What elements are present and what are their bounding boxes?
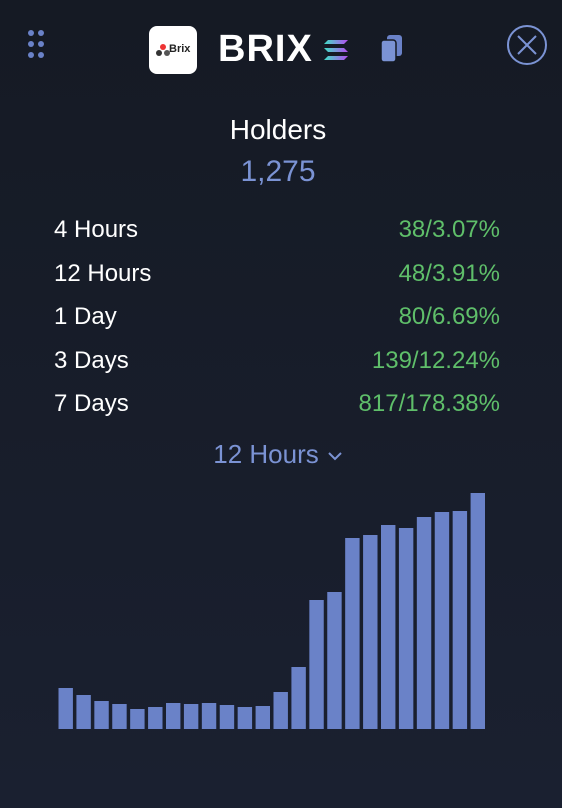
chevron-icon <box>328 452 342 461</box>
stat-label: 4 Hours <box>54 216 139 243</box>
bar <box>291 667 306 729</box>
close-button[interactable] <box>506 24 548 66</box>
stat-label: 1 Day <box>54 303 117 330</box>
stat-value: 80/6.69% <box>398 303 500 330</box>
chain-icon <box>324 40 348 60</box>
bar <box>452 511 468 729</box>
holders-count: 1,275 <box>240 155 316 188</box>
token-title: BRIX <box>218 28 313 70</box>
stat-value: 139/12.24% <box>371 346 500 374</box>
bar <box>94 701 109 729</box>
bar <box>327 592 342 729</box>
holders-chart <box>58 493 485 729</box>
stat-label: 3 Days <box>54 346 129 374</box>
copy-button[interactable] <box>380 34 404 64</box>
bar <box>130 709 145 729</box>
stat-label: 7 Days <box>54 390 129 417</box>
holders-label: Holders <box>229 114 327 145</box>
bar <box>183 704 199 729</box>
logo-text: Brix <box>169 43 191 55</box>
bar <box>112 704 127 729</box>
bar <box>76 695 91 729</box>
bar <box>363 535 378 729</box>
bar <box>201 703 217 729</box>
token-logo: Brix <box>149 26 197 74</box>
bar <box>273 692 288 729</box>
stat-value: 48/3.91% <box>398 259 500 287</box>
period-label: 12 Hours <box>213 439 319 469</box>
bar <box>255 706 270 729</box>
period-selector[interactable]: 12 Hours <box>0 439 556 470</box>
bar <box>219 705 235 729</box>
bar <box>470 493 485 729</box>
bar <box>381 525 396 729</box>
bar <box>58 688 73 729</box>
bar <box>434 512 450 729</box>
stat-value: 817/178.38% <box>358 390 500 417</box>
bar <box>398 528 414 729</box>
stat-value: 38/3.07% <box>398 216 500 243</box>
stat-label: 12 Hours <box>54 259 152 287</box>
bar <box>309 600 324 729</box>
drag-handle[interactable] <box>26 28 48 62</box>
bar <box>345 538 360 729</box>
bar <box>416 517 432 729</box>
logo-icon <box>156 44 170 56</box>
bar <box>237 707 253 729</box>
bar <box>166 703 181 729</box>
bar <box>148 707 163 729</box>
